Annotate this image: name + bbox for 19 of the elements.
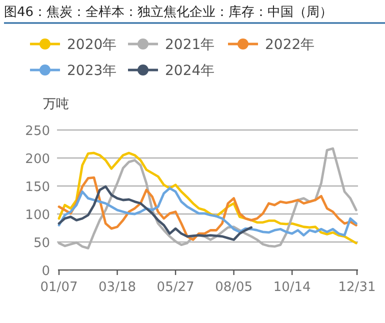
legend-label: 2021年 (165, 37, 215, 53)
chart-title: 图46：焦炭：全样本：独立焦化企业：库存：中国（周） (4, 4, 333, 20)
x-tick-label: 03/18 (98, 280, 136, 295)
y-tick-label: 0 (42, 264, 50, 279)
y-tick-label: 150 (25, 180, 50, 195)
legend-label: 2022年 (265, 37, 315, 53)
legend-label: 2023年 (67, 63, 117, 79)
y-tick-label: 200 (25, 152, 50, 167)
y-axis-title: 万吨 (43, 97, 69, 112)
y-tick-label: 250 (25, 124, 50, 139)
legend-label: 2020年 (67, 37, 117, 53)
x-tick-label: 01/07 (40, 280, 78, 295)
x-tick-label: 12/31 (338, 280, 376, 295)
x-tick-label: 10/14 (273, 280, 311, 295)
x-tick-label: 08/05 (215, 280, 253, 295)
legend-label: 2024年 (165, 63, 215, 79)
x-tick-label: 05/27 (156, 280, 194, 295)
y-tick-label: 100 (25, 208, 50, 223)
y-tick-label: 50 (33, 236, 50, 251)
